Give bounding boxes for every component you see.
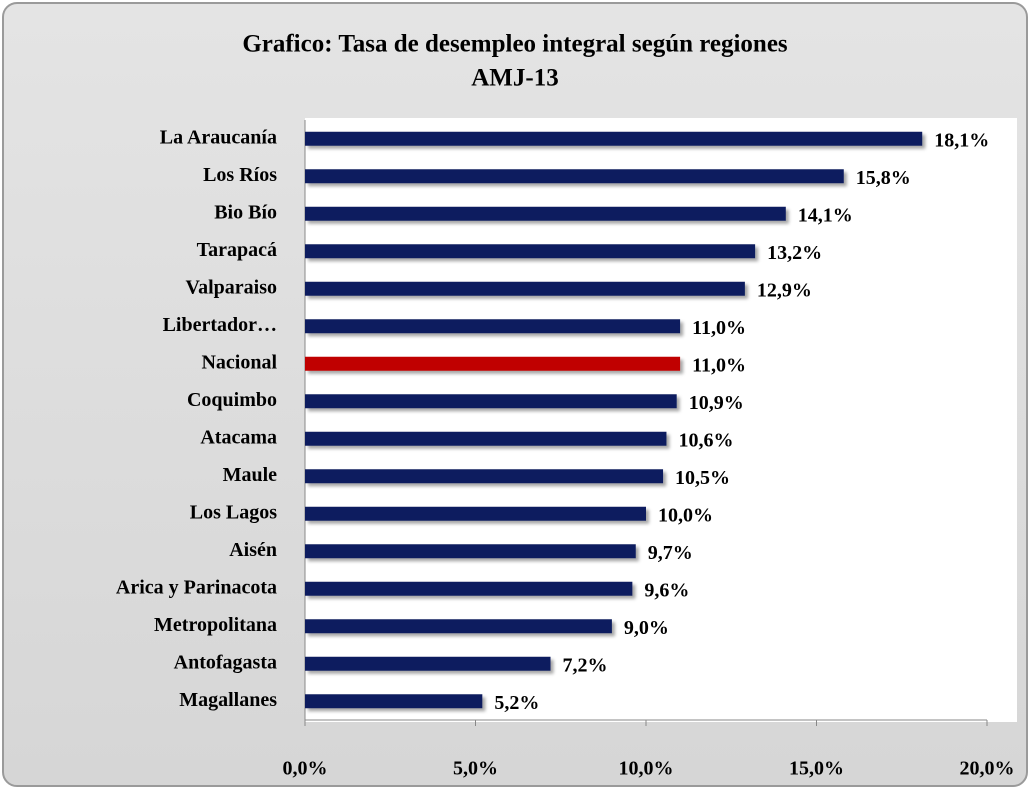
y-tick-label: Libertador… [163, 314, 277, 336]
bar [305, 581, 633, 596]
y-tick-label: Arica y Parinacota [116, 576, 277, 598]
bar [305, 619, 612, 634]
y-tick-label: Nacional [201, 351, 277, 373]
y-tick-label: Los Ríos [203, 164, 277, 186]
x-tick-label: 10,0% [619, 758, 674, 780]
value-label: 9,0% [624, 617, 669, 639]
value-label: 11,0% [692, 354, 746, 376]
value-label: 18,1% [934, 129, 989, 151]
bar [305, 131, 923, 146]
bar [305, 356, 681, 371]
y-tick-label: Antofagasta [174, 651, 277, 673]
value-label: 13,2% [767, 242, 822, 264]
value-label: 10,0% [658, 504, 713, 526]
value-label: 7,2% [563, 654, 608, 676]
bar [305, 469, 664, 484]
y-tick-label: Bio Bío [214, 201, 277, 223]
value-label: 10,6% [678, 429, 733, 451]
y-tick-label: Atacama [200, 426, 277, 448]
y-tick-label: Magallanes [179, 689, 277, 711]
x-tick-label: 0,0% [283, 758, 328, 780]
value-label: 15,8% [856, 167, 911, 189]
bar [305, 281, 745, 296]
value-label: 9,7% [648, 542, 693, 564]
bar [305, 656, 551, 671]
y-tick-label: Maule [223, 464, 278, 486]
value-label: 10,5% [675, 467, 730, 489]
bar [305, 506, 646, 521]
x-tick-label: 15,0% [789, 758, 844, 780]
y-tick-label: Coquimbo [187, 389, 277, 411]
value-label: 12,9% [757, 279, 812, 301]
y-tick-label: Aisén [229, 539, 277, 561]
value-label: 10,9% [689, 392, 744, 414]
value-label: 5,2% [494, 692, 539, 714]
value-label: 11,0% [692, 317, 746, 339]
y-tick-label: Valparaiso [185, 276, 277, 298]
y-tick-label: La Araucanía [160, 126, 277, 148]
bar [305, 206, 786, 221]
bar [305, 169, 844, 184]
bar [305, 244, 756, 259]
y-tick-label: Tarapacá [197, 239, 277, 261]
chart-title: Grafico: Tasa de desempleo integral segú… [242, 31, 788, 58]
value-label: 14,1% [798, 204, 853, 226]
bar [305, 431, 667, 446]
y-tick-label: Los Lagos [190, 501, 277, 523]
y-tick-label: Metropolitana [154, 614, 277, 636]
bar [305, 394, 677, 409]
chart-subtitle: AMJ-13 [471, 65, 558, 92]
x-tick-label: 20,0% [960, 758, 1015, 780]
value-label: 9,6% [644, 579, 689, 601]
bar [305, 544, 636, 559]
bar [305, 694, 483, 709]
x-tick-label: 5,0% [453, 758, 498, 780]
bar [305, 319, 681, 334]
